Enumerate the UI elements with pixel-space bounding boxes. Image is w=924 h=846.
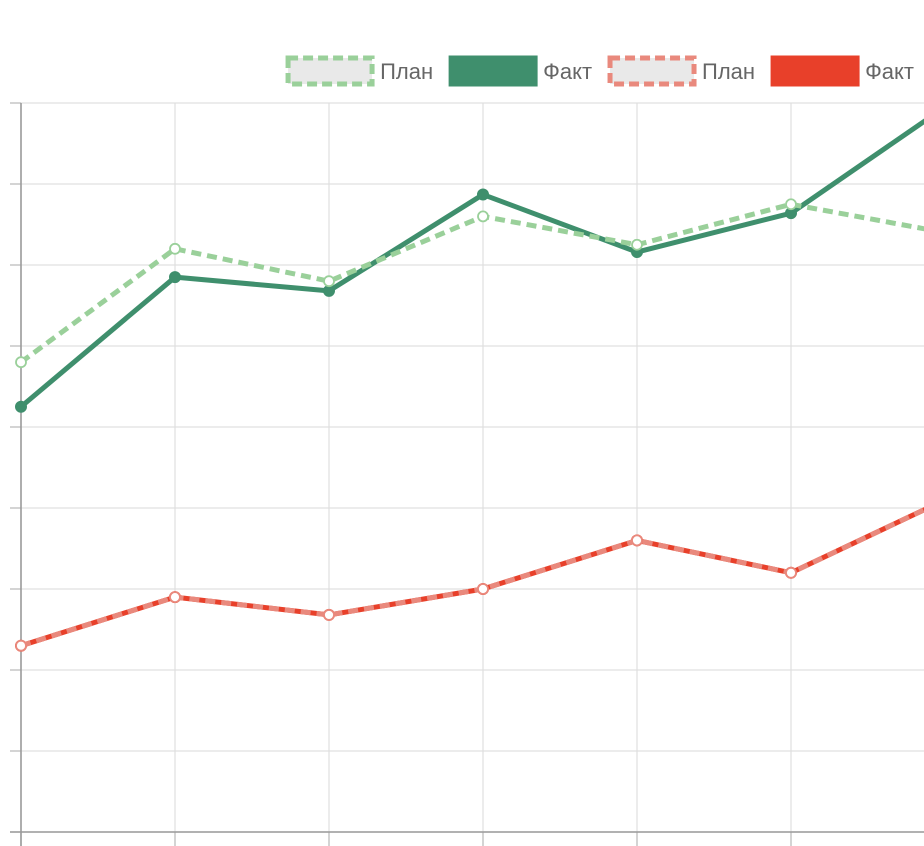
series-line	[19, 201, 924, 365]
data-point[interactable]	[169, 271, 181, 284]
data-point[interactable]	[169, 591, 181, 603]
data-point[interactable]	[785, 566, 797, 579]
legend-item-1[interactable]: Факт	[448, 55, 592, 87]
series-2	[15, 507, 924, 652]
data-point[interactable]	[15, 639, 27, 652]
legend-label: Факт	[865, 59, 914, 84]
data-point[interactable]	[477, 188, 489, 201]
data-point[interactable]	[15, 400, 27, 413]
legend-item-3[interactable]: Факт	[770, 55, 914, 87]
data-point[interactable]	[15, 356, 27, 369]
axes	[10, 103, 924, 846]
series-line	[19, 118, 924, 409]
series-1	[15, 118, 924, 413]
legend-swatch	[285, 55, 375, 87]
legend-swatch	[607, 55, 697, 87]
data-point[interactable]	[785, 198, 797, 211]
data-point[interactable]	[477, 210, 489, 223]
grid	[10, 102, 924, 846]
legend-label: План	[380, 59, 433, 84]
data-point[interactable]	[477, 583, 489, 595]
legend-item-2[interactable]: План	[607, 55, 755, 87]
series-0	[15, 198, 924, 369]
data-point[interactable]	[631, 238, 643, 251]
legend-item-0[interactable]: План	[285, 55, 433, 87]
legend-label: Факт	[543, 59, 592, 84]
legend-swatch	[770, 55, 860, 87]
series-lines	[15, 118, 924, 652]
data-point[interactable]	[169, 242, 181, 255]
legend-label: План	[702, 59, 755, 84]
data-point[interactable]	[323, 275, 335, 288]
legend: План Факт План Факт	[285, 55, 914, 87]
data-point[interactable]	[631, 534, 643, 547]
data-point[interactable]	[323, 609, 335, 621]
legend-swatch	[448, 55, 538, 87]
